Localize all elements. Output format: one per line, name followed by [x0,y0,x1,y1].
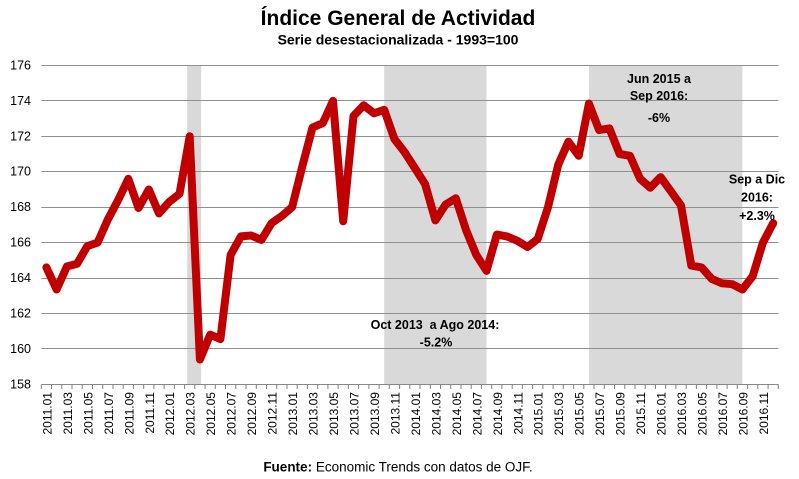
svg-text:160: 160 [10,342,31,356]
svg-text:2016.03: 2016.03 [675,392,689,436]
svg-text:+2.3%: +2.3% [739,209,775,223]
svg-text:Sep 2016:: Sep 2016: [630,89,688,103]
svg-text:2011.07: 2011.07 [102,392,116,435]
svg-text:174: 174 [10,94,31,108]
svg-text:Jun 2015 a: Jun 2015 a [627,72,692,86]
svg-text:2014.11: 2014.11 [511,392,525,435]
svg-text:2013.01: 2013.01 [286,392,300,436]
svg-text:2014.03: 2014.03 [429,392,443,436]
svg-text:2011.03: 2011.03 [61,392,75,435]
svg-text:2011.09: 2011.09 [122,392,136,435]
svg-text:2011.11: 2011.11 [143,392,157,434]
svg-text:-6%: -6% [648,111,670,125]
svg-text:2013.07: 2013.07 [348,392,362,436]
svg-text:2012.05: 2012.05 [204,392,218,436]
svg-text:170: 170 [10,165,31,179]
svg-text:2011.05: 2011.05 [81,392,95,435]
svg-text:176: 176 [10,59,31,73]
svg-text:2015.01: 2015.01 [532,392,546,436]
svg-text:2013.05: 2013.05 [327,392,341,436]
svg-text:2011.01: 2011.01 [40,392,54,435]
svg-text:2012.11: 2012.11 [266,392,280,435]
svg-text:2015.03: 2015.03 [552,392,566,436]
svg-text:2016:: 2016: [741,191,773,205]
svg-text:2014.09: 2014.09 [491,392,505,436]
svg-text:-5.2%: -5.2% [420,336,453,350]
svg-text:2016.11: 2016.11 [757,392,771,435]
svg-text:2016.01: 2016.01 [655,392,669,436]
svg-text:164: 164 [10,271,31,285]
svg-text:2016.07: 2016.07 [716,392,730,436]
svg-text:2015.07: 2015.07 [593,392,607,436]
svg-text:2015.09: 2015.09 [614,392,628,436]
svg-text:162: 162 [10,306,31,320]
svg-text:2013.03: 2013.03 [307,392,321,436]
svg-text:2014.01: 2014.01 [409,392,423,436]
svg-text:166: 166 [10,236,31,250]
svg-text:Fuente: Economic Trends con da: Fuente: Economic Trends con datos de OJF… [263,460,532,475]
svg-text:158: 158 [10,377,31,391]
svg-text:168: 168 [10,200,31,214]
svg-text:2012.07: 2012.07 [225,392,239,436]
svg-text:172: 172 [10,129,31,143]
svg-text:Sep a Dic: Sep a Dic [729,173,785,187]
svg-text:Índice General de Actividad: Índice General de Actividad [261,7,536,30]
svg-text:2016.05: 2016.05 [696,392,710,436]
svg-text:2014.07: 2014.07 [470,392,484,436]
svg-text:2013.11: 2013.11 [388,392,402,435]
svg-text:2012.01: 2012.01 [163,392,177,436]
svg-text:2015.05: 2015.05 [573,392,587,436]
svg-text:2012.03: 2012.03 [184,392,198,436]
svg-text:2014.05: 2014.05 [450,392,464,436]
svg-text:2013.09: 2013.09 [368,392,382,436]
svg-text:Oct 2013 a Ago 2014:: Oct 2013 a Ago 2014: [371,318,500,332]
svg-text:2012.09: 2012.09 [245,392,259,436]
svg-text:2015.11: 2015.11 [634,392,648,435]
svg-text:2016.09: 2016.09 [736,392,750,436]
svg-text:Serie desestacionalizada - 199: Serie desestacionalizada - 1993=100 [278,32,519,48]
